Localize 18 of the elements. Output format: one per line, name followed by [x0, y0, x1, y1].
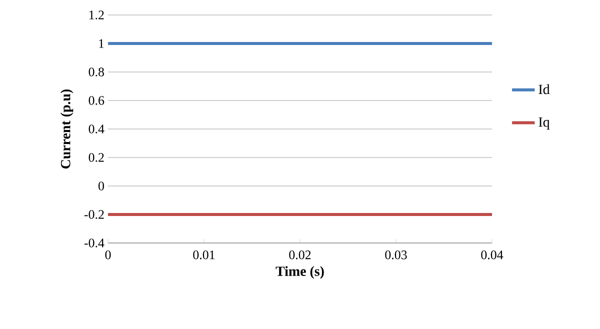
- x-tick-label: 0.04: [481, 250, 504, 260]
- x-tick-label: 0.02: [289, 250, 311, 260]
- legend-label: Id: [538, 84, 550, 94]
- y-tick-label: 0: [98, 182, 104, 190]
- y-tick-label: 1: [99, 39, 104, 48]
- y-tick-label: 0.8: [88, 68, 104, 76]
- y-tick-label: 0.4: [88, 124, 104, 134]
- y-axis-title: Current (p.u): [60, 89, 74, 168]
- y-tick-label: 0.6: [88, 96, 104, 105]
- y-tick-label: 0.2: [88, 153, 104, 162]
- y-tick-label: -0.2: [84, 210, 104, 219]
- x-tick-label: 0: [105, 250, 111, 260]
- x-tick-label: 0.03: [385, 250, 407, 260]
- x-tick-label: 0.01: [193, 250, 215, 260]
- legend-label: Iq: [538, 117, 550, 130]
- y-tick-label: 1.2: [89, 10, 104, 20]
- x-axis-title: Time (s): [276, 266, 324, 279]
- y-tick-label: -0.4: [84, 238, 104, 248]
